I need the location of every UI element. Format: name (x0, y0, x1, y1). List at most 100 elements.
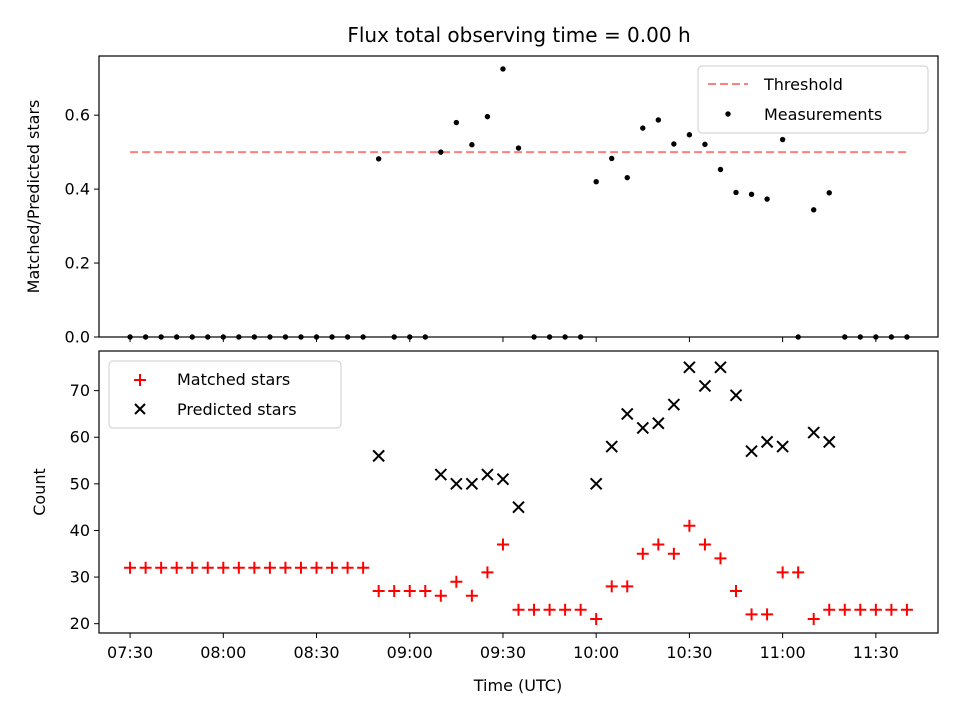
bottom-x-axis: 07:30 08:00 08:30 09:00 09:30 10:00 10:30 11:00… (107, 633, 899, 662)
data-point (807, 426, 820, 439)
data-point (733, 189, 739, 196)
top-legend: Threshold Measurements (697, 65, 929, 134)
data-point (605, 440, 618, 453)
y-tick-label: 60 (70, 428, 90, 447)
data-point (636, 421, 650, 435)
data-point (496, 538, 509, 551)
data-point (807, 613, 820, 626)
data-point (372, 585, 385, 598)
legend-predicted-label: Predicted stars (177, 400, 297, 419)
data-point (885, 603, 898, 616)
data-point (434, 468, 448, 481)
data-point (605, 580, 618, 593)
data-point (170, 561, 183, 574)
data-point (438, 149, 444, 155)
legend-measurements-label: Measurements (764, 105, 882, 124)
data-point (745, 445, 758, 458)
data-point (811, 207, 817, 213)
series-matched-stars (124, 519, 913, 626)
data-point (465, 589, 478, 602)
data-point (372, 449, 385, 463)
series-predicted-stars (372, 361, 836, 514)
y-tick-label: 0.2 (65, 254, 90, 273)
data-point (450, 477, 463, 491)
data-point (559, 603, 572, 616)
data-point (590, 613, 603, 626)
bottom-axes-frame (98, 350, 939, 634)
data-point (186, 561, 199, 574)
data-point (745, 608, 758, 621)
y-tick-label: 20 (70, 614, 90, 633)
data-point (823, 603, 836, 616)
data-point (589, 477, 603, 491)
data-point (453, 119, 460, 126)
x-tick-label: 11:30 (853, 643, 899, 662)
data-point (717, 166, 724, 173)
series-measurements (127, 66, 910, 340)
x-axis-label: Time (UTC) (473, 676, 562, 695)
data-point (232, 561, 245, 574)
data-point (698, 379, 712, 393)
top-axes-frame (98, 55, 939, 338)
data-point (217, 561, 230, 574)
x-tick-label: 09:30 (480, 643, 526, 662)
bottom-legend: Matched stars Predicted stars (108, 360, 342, 429)
data-point (698, 538, 711, 551)
chart-title: Flux total observing time = 0.00 h (347, 23, 690, 47)
top-x-axis (129, 337, 877, 342)
data-point (667, 398, 681, 411)
bottom-panel: 20 30 40 50 60 70 07:30 08:00 08:30 09:00 09:30 10… (30, 350, 939, 695)
data-point (779, 136, 786, 143)
data-point (621, 407, 634, 421)
data-point (124, 561, 137, 574)
bottom-legend-box (108, 360, 342, 429)
data-point (826, 190, 832, 196)
x-tick-label: 07:30 (107, 643, 153, 662)
data-point (310, 561, 323, 574)
data-point (652, 538, 665, 551)
legend-measurements-swatch (725, 111, 731, 117)
x-tick-label: 11:00 (760, 643, 806, 662)
data-point (375, 156, 382, 162)
data-point (388, 585, 401, 598)
data-point (481, 566, 494, 579)
data-point (609, 155, 615, 162)
data-point (294, 561, 307, 574)
legend-threshold-label: Threshold (763, 75, 843, 94)
bottom-y-axis: 20 30 40 50 60 70 (70, 381, 99, 633)
data-point (714, 361, 727, 374)
data-point (263, 561, 276, 574)
data-point (326, 561, 339, 574)
data-point (469, 142, 475, 148)
data-point (279, 561, 292, 574)
data-point (201, 561, 214, 574)
data-point (636, 547, 649, 560)
y-tick-label: 40 (70, 521, 90, 540)
data-point (776, 440, 789, 453)
top-legend-box (697, 65, 929, 134)
data-point (465, 477, 479, 491)
bottom-plot-area (124, 361, 913, 626)
data-point (481, 468, 494, 481)
data-point (748, 191, 755, 197)
legend-matched-swatch (134, 374, 146, 386)
data-point (484, 113, 491, 120)
data-point (528, 603, 541, 616)
data-point (776, 566, 789, 579)
data-point (730, 585, 743, 598)
bottom-y-axis-label: Count (30, 468, 49, 516)
y-tick-label: 0.6 (65, 106, 90, 125)
data-point (500, 66, 506, 72)
data-point (341, 561, 354, 574)
x-tick-label: 08:00 (200, 643, 246, 662)
data-point (714, 552, 727, 565)
legend-matched-label: Matched stars (177, 370, 290, 389)
data-point (671, 141, 677, 147)
data-point (357, 561, 370, 574)
data-point (496, 472, 510, 486)
data-point (792, 566, 805, 579)
data-point (729, 389, 743, 402)
data-point (621, 580, 634, 593)
top-y-axis: 0.0 0.2 0.4 0.6 (65, 106, 99, 347)
data-point (593, 179, 599, 185)
